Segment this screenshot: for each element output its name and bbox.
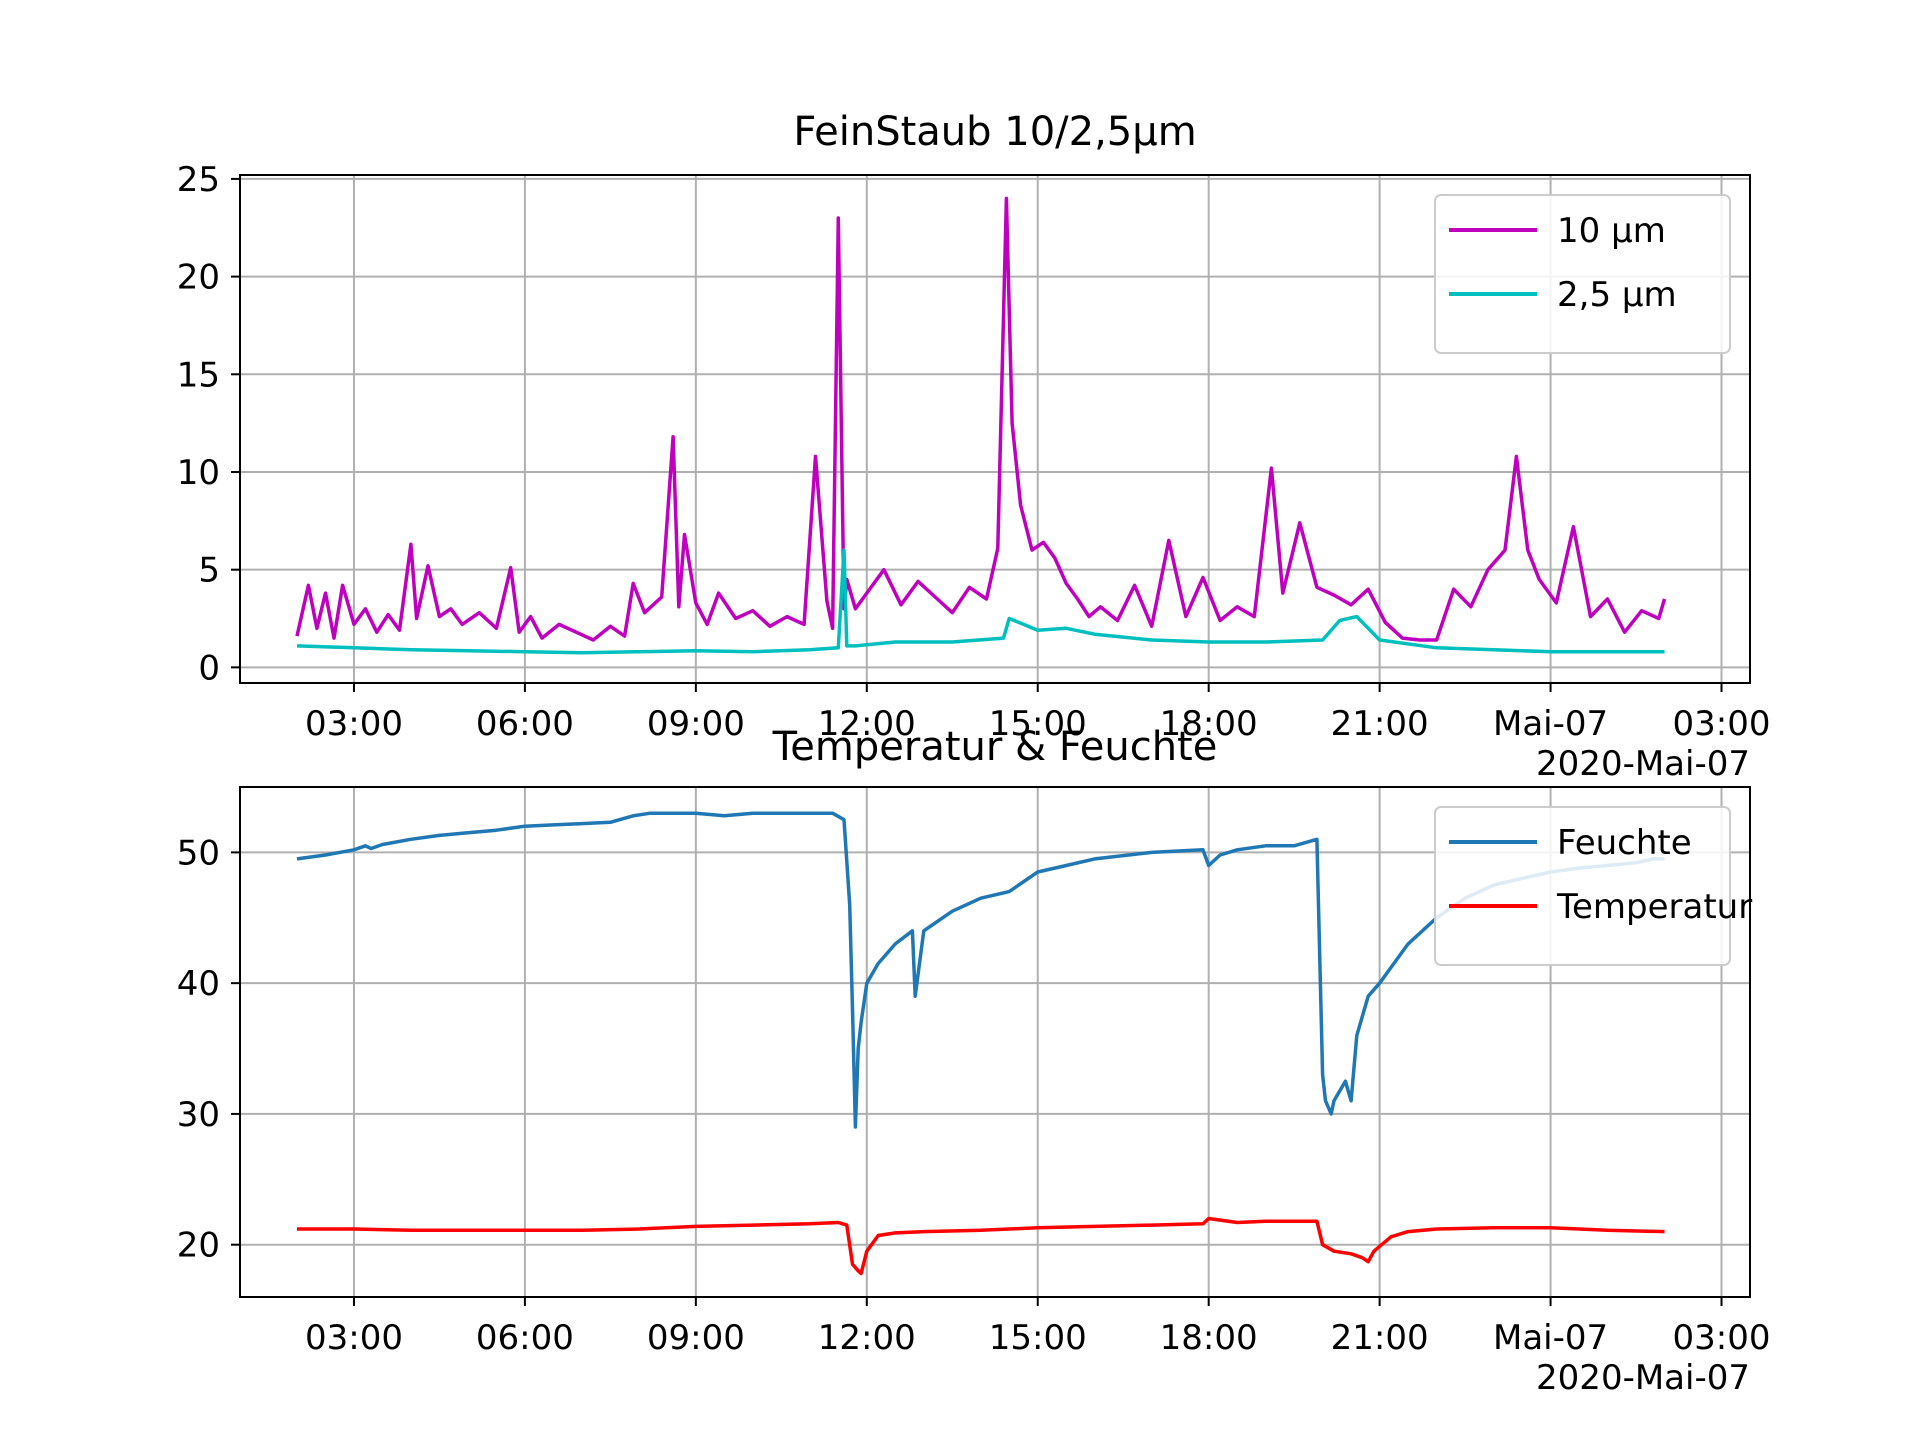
legend-label: Feuchte <box>1557 823 1692 863</box>
y-tick-label: 20 <box>177 258 220 298</box>
chart-1: 03:00 06:00 09:00 12:00 15:00 18:00 21:00 Mai-0… <box>177 109 1771 784</box>
x-tick-label: 03:00 <box>305 1318 403 1358</box>
y-tick-label: 0 <box>198 648 220 688</box>
x-offset-label: 2020-Mai-07 <box>1536 1358 1750 1398</box>
legend-label: Temperatur <box>1556 887 1752 927</box>
x-tick-label: 15:00 <box>989 704 1087 744</box>
x-tick-label: 12:00 <box>818 1318 916 1358</box>
legend: Feuchte Temperatur <box>1434 806 1752 966</box>
x-tick-label: 06:00 <box>476 1318 574 1358</box>
x-tick-label: 18:00 <box>1160 704 1258 744</box>
legend-box <box>1434 806 1731 966</box>
y-tick-label: 10 <box>177 453 220 493</box>
x-tick-label: 15:00 <box>989 1318 1087 1358</box>
legend: 10 µm 2,5 µm <box>1434 194 1731 354</box>
chart-title: FeinStaub 10/2,5µm <box>793 109 1196 155</box>
x-tick-label: 18:00 <box>1160 1318 1258 1358</box>
legend-label: 10 µm <box>1557 211 1666 251</box>
axes-frame <box>239 174 1751 684</box>
x-tick-label: 09:00 <box>647 1318 745 1358</box>
y-tick-label: 5 <box>198 551 220 591</box>
x-tick-label: 12:00 <box>818 704 916 744</box>
x-tick-label: 03:00 <box>305 704 403 744</box>
x-tick-label: 21:00 <box>1331 1318 1429 1358</box>
series-line-1 <box>295 196 1667 642</box>
chart-2: 03:00 06:00 09:00 12:00 15:00 18:00 21:00 Mai-0… <box>177 724 1771 1398</box>
x-tick-label: Mai-07 <box>1493 1318 1608 1358</box>
y-tick-label: 50 <box>177 833 220 873</box>
y-tick-label: 15 <box>177 355 220 395</box>
series-line-1 <box>296 811 1665 1129</box>
legend-box <box>1434 194 1731 354</box>
x-tick-label: 21:00 <box>1331 704 1429 744</box>
series-line-2 <box>296 548 1665 655</box>
y-tick-label: 20 <box>177 1226 220 1266</box>
axes-frame <box>239 786 1751 1298</box>
x-tick-label: Mai-07 <box>1493 704 1608 744</box>
x-tick-label: 03:00 <box>1673 1318 1771 1358</box>
x-tick-label: 09:00 <box>647 704 745 744</box>
legend-label: 2,5 µm <box>1557 275 1677 315</box>
chart-title: Temperatur & Feuchte <box>772 724 1218 770</box>
x-offset-label: 2020-Mai-07 <box>1536 744 1750 784</box>
x-tick-label: 06:00 <box>476 704 574 744</box>
series-line-2 <box>297 1216 1665 1276</box>
y-tick-label: 30 <box>177 1095 220 1135</box>
x-tick-label: 03:00 <box>1673 704 1771 744</box>
y-tick-label: 40 <box>177 964 220 1004</box>
y-tick-label: 25 <box>177 160 220 200</box>
